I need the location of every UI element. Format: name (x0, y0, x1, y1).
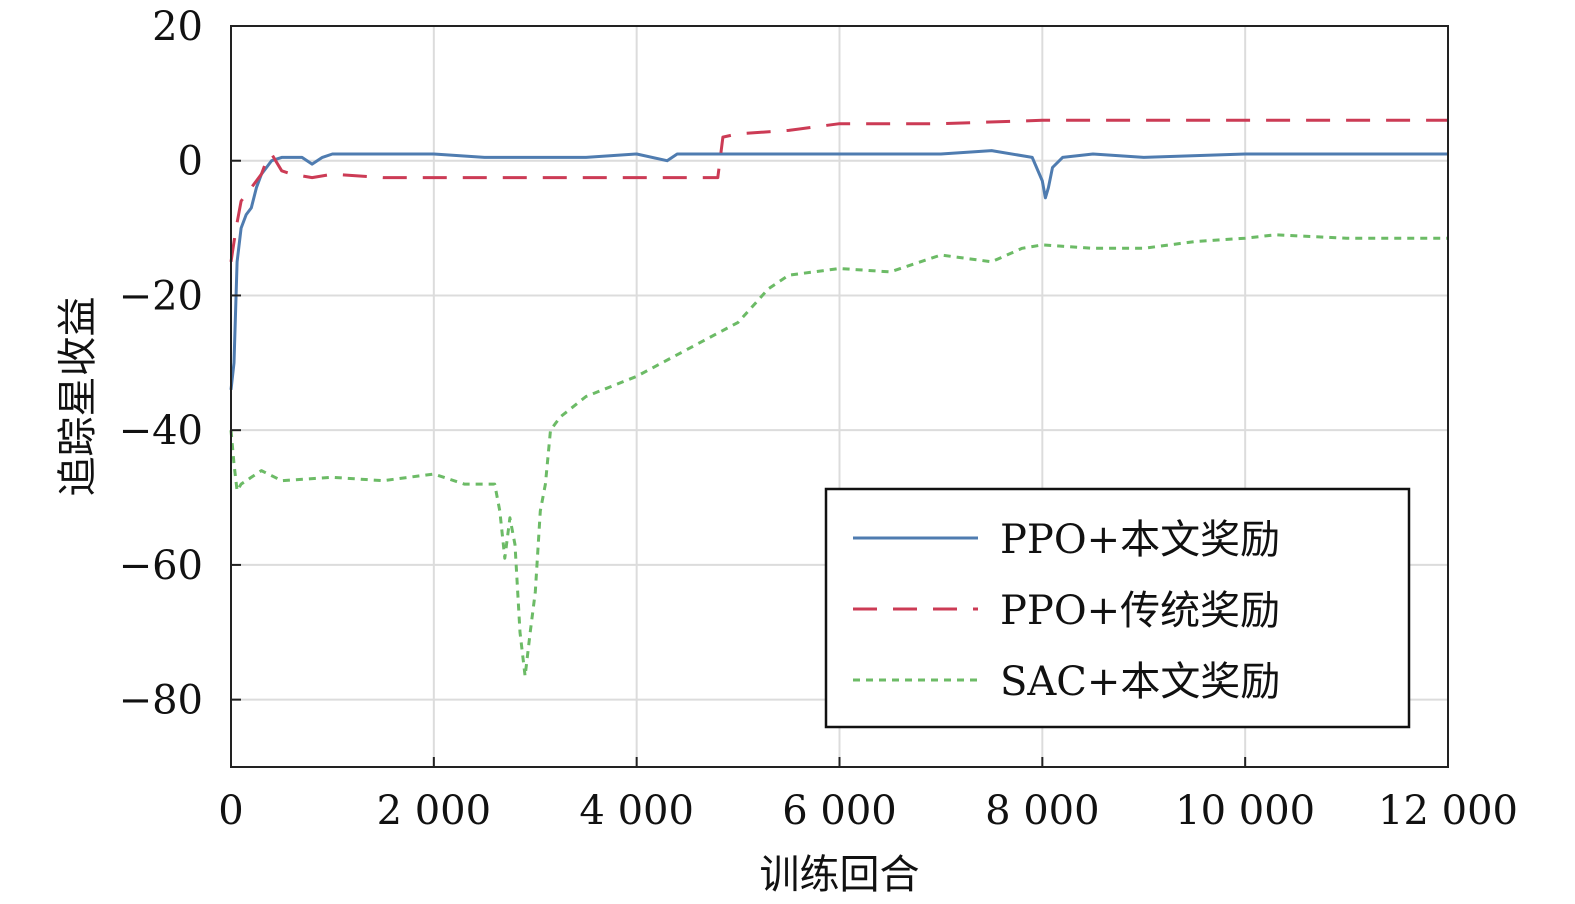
x-tick-label: 10 000 (1175, 788, 1315, 834)
y-tick-label: 0 (178, 139, 203, 185)
series-line-2 (229, 118, 1448, 263)
x-axis-label: 训练回合 (760, 852, 920, 898)
legend: PPO+本文奖励 PPO+传统奖励 SAC+本文奖励 (824, 487, 1411, 729)
y-axis-label: 追踪星收益 (55, 297, 101, 497)
y-tick-label: 20 (152, 4, 203, 50)
y-tick-label: −40 (119, 408, 203, 454)
x-tick-label: 4 000 (579, 788, 694, 834)
legend-label-1: PPO+本文奖励 (1000, 517, 1280, 563)
axis-ticks: 0 2 000 4 000 6 000 8 000 10 000 12 000 20 0 −20 −… (119, 4, 1518, 834)
legend-label-3: SAC+本文奖励 (1000, 659, 1280, 705)
legend-box (824, 487, 1411, 729)
x-tick-label: 2 000 (377, 788, 492, 834)
series-line-1 (229, 149, 1448, 390)
y-tick-label: −60 (119, 543, 203, 589)
legend-label-2: PPO+传统奖励 (1000, 588, 1280, 634)
x-tick-label: 12 000 (1378, 788, 1518, 834)
y-tick-label: −20 (119, 273, 203, 319)
y-tick-label: −80 (119, 678, 203, 724)
series-line-3 (229, 233, 1448, 678)
x-tick-label: 8 000 (985, 788, 1100, 834)
series-layer (229, 118, 1448, 678)
x-tick-label: 6 000 (782, 788, 897, 834)
x-tick-label: 0 (218, 788, 243, 834)
